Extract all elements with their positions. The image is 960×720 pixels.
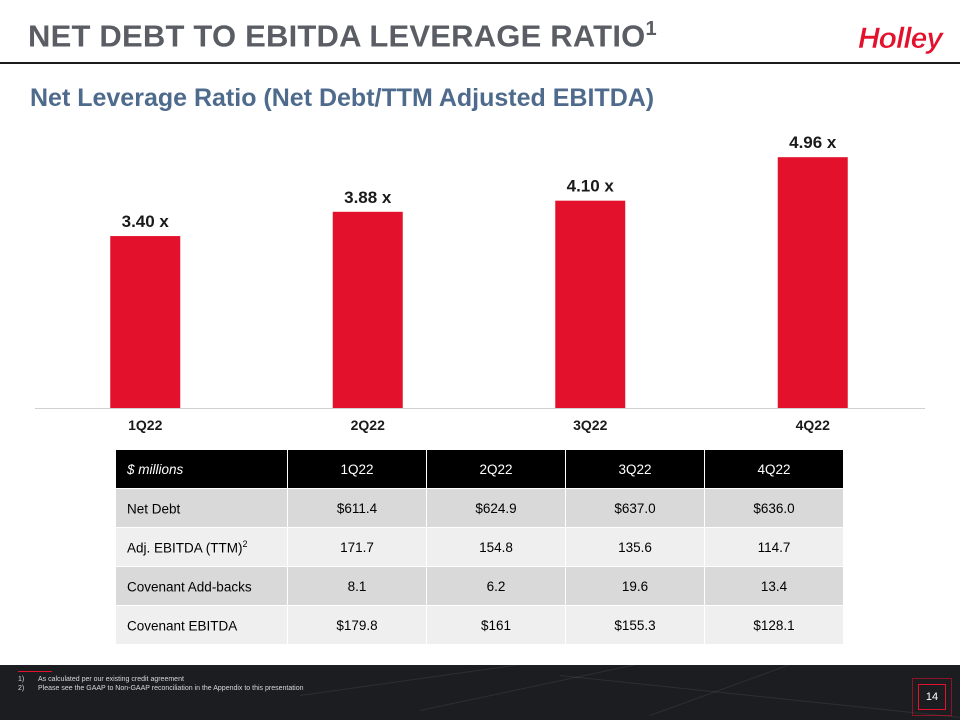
title-footnote-marker: 1	[645, 18, 657, 40]
table-col-header: 4Q22	[704, 449, 844, 489]
footnote-2: 2) Please see the GAAP to Non-GAAP reconc…	[18, 685, 304, 692]
header-divider	[0, 62, 960, 64]
bar-2Q22	[332, 211, 403, 408]
x-tick-label-3Q22: 3Q22	[573, 417, 607, 433]
table-col-header: 2Q22	[426, 449, 566, 489]
table-cell: 19.6	[565, 566, 705, 606]
data-label-2Q22: 3.88 x	[344, 188, 392, 207]
table-cell: 13.4	[704, 566, 844, 606]
table-header-row: $ millions 1Q22 2Q22 3Q22 4Q22	[115, 449, 844, 489]
table-cell: 114.7	[704, 527, 844, 567]
data-label-4Q22: 4.96 x	[789, 133, 837, 152]
chart-subtitle: Net Leverage Ratio (Net Debt/TTM Adjuste…	[30, 84, 655, 112]
x-tick-label-1Q22: 1Q22	[128, 417, 162, 433]
table-cell: 6.2	[426, 566, 566, 606]
footer-streak	[299, 665, 960, 696]
x-tick-label-2Q22: 2Q22	[351, 417, 385, 433]
footnote-rule	[18, 671, 52, 672]
table-row: Covenant EBITDA $179.8 $161 $155.3 $128.…	[115, 605, 844, 645]
table-cell: $179.8	[287, 605, 427, 645]
table-cell: $611.4	[287, 488, 427, 528]
table-col-header: 3Q22	[565, 449, 705, 489]
footnote-1: 1) As calculated per our existing credit …	[18, 676, 184, 683]
table-cell: $637.0	[565, 488, 705, 528]
footer-streak	[559, 675, 960, 720]
row-label: Adj. EBITDA (TTM)2	[115, 527, 288, 567]
data-label-3Q22: 4.10 x	[567, 177, 615, 196]
table-row: Covenant Add-backs 8.1 6.2 19.6 13.4	[115, 566, 844, 606]
table-row: Adj. EBITDA (TTM)2 171.7 154.8 135.6 114…	[115, 527, 844, 567]
table-col-header: 1Q22	[287, 449, 427, 489]
slide-title-text: NET DEBT TO EBITDA LEVERAGE RATIO	[28, 18, 646, 54]
table-cell: $624.9	[426, 488, 566, 528]
page-number: 14	[918, 684, 946, 710]
bar-1Q22	[110, 236, 181, 408]
page-number-frame	[912, 678, 952, 716]
table-cell: 135.6	[565, 527, 705, 567]
leverage-bar-chart: 3.40 x 1Q22 3.88 x 2Q22 4.10 x 3Q22 4.96 x 4Q22	[35, 133, 925, 433]
row-label: Covenant EBITDA	[115, 605, 288, 645]
table-cell: 154.8	[426, 527, 566, 567]
table-cell: $636.0	[704, 488, 844, 528]
data-label-1Q22: 3.40 x	[122, 212, 170, 231]
table-cell: $161	[426, 605, 566, 645]
holley-logo: Holley	[858, 22, 944, 56]
x-tick-label-4Q22: 4Q22	[796, 417, 830, 433]
footer-band	[0, 665, 960, 720]
slide-title: NET DEBT TO EBITDA LEVERAGE RATIO1	[28, 18, 657, 54]
table-cell: $155.3	[565, 605, 705, 645]
bar-4Q22	[777, 157, 848, 408]
row-label: Net Debt	[115, 488, 288, 528]
table-cell: $128.1	[704, 605, 844, 645]
bar-3Q22	[555, 200, 626, 408]
table-corner-header: $ millions	[115, 449, 288, 489]
table-cell: 171.7	[287, 527, 427, 567]
row-label: Covenant Add-backs	[115, 566, 288, 606]
table-cell: 8.1	[287, 566, 427, 606]
leverage-data-table: $ millions 1Q22 2Q22 3Q22 4Q22 Net Debt …	[115, 449, 844, 645]
table-row: Net Debt $611.4 $624.9 $637.0 $636.0	[115, 488, 844, 528]
